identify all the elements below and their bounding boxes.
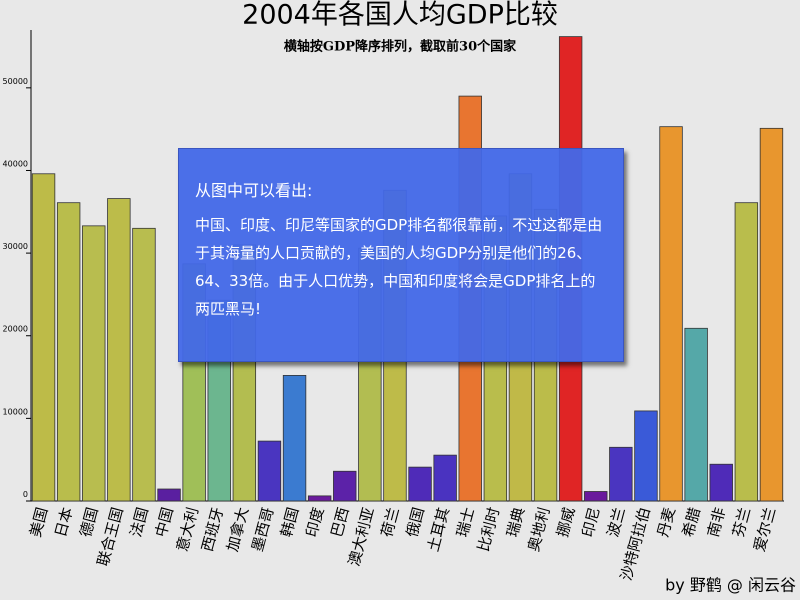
bar [56, 202, 81, 502]
y-tick-label: 10000 [3, 407, 28, 416]
x-tick-label: 瑞士 [453, 505, 478, 539]
x-tick-label: 印度 [302, 505, 327, 539]
x-tick-label: 土耳其 [424, 505, 453, 553]
bar [659, 126, 683, 502]
bar [634, 410, 658, 502]
bar [709, 463, 733, 502]
bar [107, 198, 131, 502]
x-tick-label: 南非 [704, 505, 729, 539]
bar [157, 488, 181, 502]
x-tick-label: 丹麦 [654, 505, 679, 539]
bar [282, 374, 307, 502]
bar [734, 202, 759, 502]
bar [433, 454, 457, 502]
x-tick-label: 墨西哥 [248, 505, 277, 553]
x-tick-label: 法国 [127, 505, 152, 539]
x-tick-label: 巴西 [327, 505, 352, 539]
bar [759, 127, 784, 502]
x-tick-label: 西班牙 [198, 505, 227, 553]
bar [31, 173, 56, 502]
chart-title: 2004年各国人均GDP比较 [242, 0, 558, 31]
y-tick-label: 30000 [3, 242, 28, 251]
x-tick-label: 希腊 [679, 505, 704, 539]
x-tick-label: 芬兰 [729, 505, 754, 539]
x-tick-label: 日本 [51, 505, 76, 539]
x-tick-label: 韩国 [277, 505, 302, 539]
x-tick-label: 荷兰 [378, 505, 403, 539]
y-tick-label: 20000 [3, 325, 28, 334]
bar [257, 440, 282, 502]
x-tick-label: 爱尔兰 [750, 505, 779, 553]
bar [333, 470, 357, 502]
x-tick-label: 奥地利 [524, 505, 553, 553]
credit: by 野鹤 @ 闲云谷 [665, 576, 796, 595]
x-tick-label: 加拿大 [223, 505, 252, 553]
x-tick-label: 意大利 [173, 505, 202, 553]
bar [132, 227, 156, 502]
annotation-title: 从图中可以看出: [195, 181, 313, 200]
y-tick-label: 0 [23, 490, 28, 499]
x-tick-label: 美国 [26, 505, 51, 539]
annotation-box: 从图中可以看出: 中国、印度、印尼等国家的GDP排名都很靠前，不过这都是由于其海… [178, 148, 624, 362]
bar [307, 495, 332, 502]
x-tick-label: 瑞典 [503, 505, 528, 539]
x-tick-label: 中国 [152, 505, 177, 539]
chart-subtitle: 横轴按GDP降序排列，截取前30个国家 [284, 39, 517, 55]
bar [584, 491, 608, 502]
annotation-text: 中国、印度、印尼等国家的GDP排名都很靠前，不过这都是由于其海量的人口贡献的，美… [195, 216, 603, 318]
bar [82, 225, 106, 502]
x-tick-label: 印尼 [578, 505, 603, 539]
y-tick-label: 50000 [3, 77, 28, 86]
x-tick-label: 波兰 [604, 505, 629, 539]
bar [609, 446, 633, 502]
x-tick-label: 德国 [76, 505, 101, 539]
x-tick-label: 挪威 [553, 505, 578, 539]
bar [684, 327, 708, 502]
y-tick-label: 40000 [3, 159, 28, 168]
x-tick-label: 俄国 [403, 505, 428, 539]
x-tick-label: 比利时 [474, 505, 503, 553]
bar [408, 466, 432, 502]
